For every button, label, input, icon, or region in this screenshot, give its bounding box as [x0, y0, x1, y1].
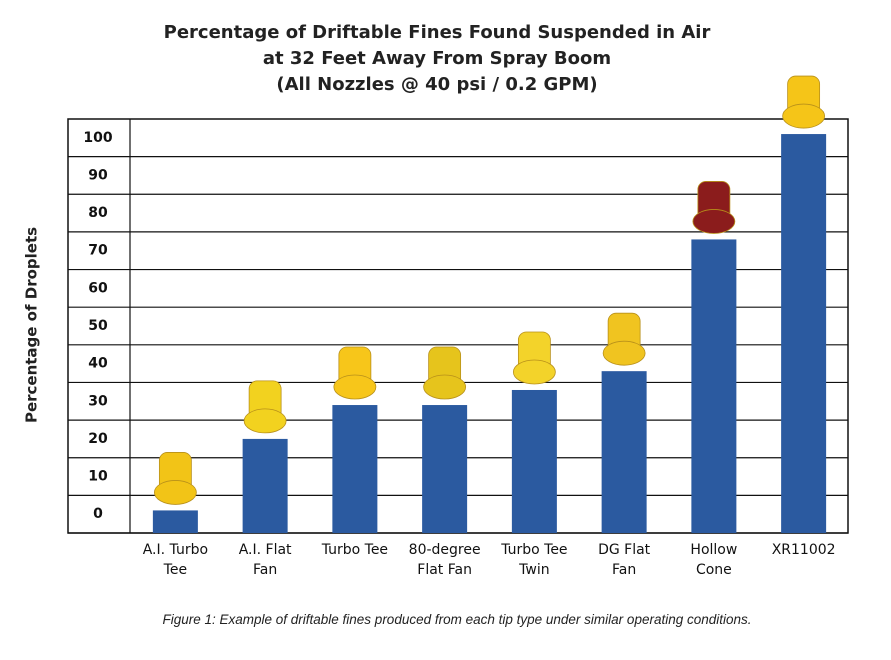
x-tick-label: Turbo Tee — [321, 542, 389, 558]
bar — [242, 438, 288, 533]
x-tick-label: Hollow Cone — [690, 542, 738, 578]
bar — [152, 510, 198, 533]
x-tick-label: A.I. Flat Fan — [238, 542, 292, 578]
nozzle-icon — [512, 359, 556, 385]
x-tick-label: 80-degree Flat Fan — [408, 542, 481, 578]
nozzle-icon — [423, 374, 467, 400]
nozzle-icon — [782, 103, 826, 129]
bar — [691, 239, 737, 533]
x-tick-label: XR11002 — [771, 542, 836, 558]
bar — [422, 405, 468, 533]
nozzle-icon — [153, 480, 197, 505]
bar — [601, 371, 647, 533]
nozzle-icon — [333, 374, 377, 400]
y-tick-label: 10 — [88, 469, 108, 485]
nozzle-icon — [602, 340, 646, 366]
chart-title: (All Nozzles @ 40 psi / 0.2 GPM) — [276, 74, 597, 95]
bar — [511, 389, 557, 533]
bar — [332, 405, 378, 533]
y-axis-label: Percentage of Droplets — [23, 227, 41, 423]
nozzle-icon — [692, 209, 736, 234]
y-tick-label: 0 — [93, 506, 103, 522]
y-tick-label: 30 — [88, 393, 108, 409]
y-tick-label: 70 — [88, 243, 108, 259]
x-tick-label: A.I. Turbo Tee — [142, 542, 209, 578]
x-tick-label: Turbo Tee Twin — [501, 542, 568, 578]
x-tick-label: DG Flat Fan — [598, 542, 651, 578]
y-tick-label: 100 — [83, 130, 112, 146]
caption: Figure 1: Example of driftable fines pro… — [162, 612, 752, 627]
y-tick-label: 80 — [88, 205, 108, 221]
chart-title: Percentage of Driftable Fines Found Susp… — [164, 22, 711, 43]
bar — [781, 134, 827, 533]
chart-title: at 32 Feet Away From Spray Boom — [263, 48, 611, 69]
y-tick-label: 40 — [88, 356, 108, 372]
y-tick-label: 20 — [88, 431, 108, 447]
y-tick-label: 50 — [88, 318, 108, 334]
y-tick-label: 90 — [88, 167, 108, 183]
nozzle-icon — [243, 408, 287, 434]
y-tick-label: 60 — [88, 280, 108, 296]
